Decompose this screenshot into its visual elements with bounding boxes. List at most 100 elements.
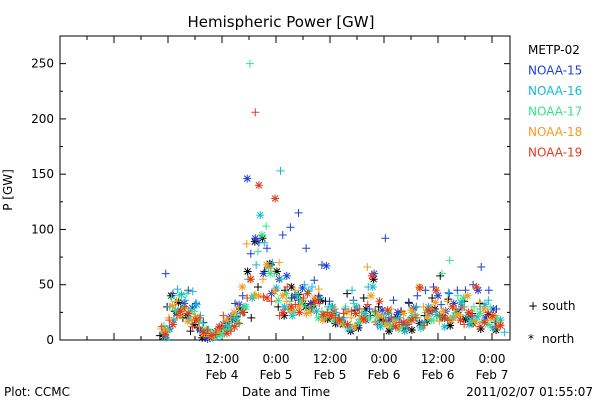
north-point <box>367 271 376 280</box>
south-point <box>300 280 309 289</box>
south-point <box>483 308 492 317</box>
data-points <box>155 59 509 343</box>
x-tick-date-label: Feb 5 <box>260 368 293 382</box>
north-point <box>383 306 392 315</box>
y-axis: 0 50 100 150 200 250 <box>31 57 510 347</box>
north-point <box>473 312 482 321</box>
north-point <box>311 297 320 306</box>
south-point <box>167 293 176 302</box>
north-point <box>432 286 441 295</box>
north-point <box>386 321 395 330</box>
south-point <box>186 327 195 336</box>
south-point <box>260 238 269 247</box>
south-point <box>188 322 197 331</box>
south-point <box>267 264 276 273</box>
south-point <box>294 208 303 217</box>
x-axis-label: Date and Time <box>242 385 330 399</box>
north-point <box>496 316 505 325</box>
north-point <box>350 322 359 331</box>
x-tick-date-label: Feb 6 <box>368 368 401 382</box>
north-point <box>417 319 426 328</box>
north-point <box>327 311 336 320</box>
south-point <box>226 313 235 322</box>
south-point <box>387 313 396 322</box>
north-point <box>319 310 328 319</box>
x-tick-date-label: Feb 5 <box>314 368 347 382</box>
south-point <box>379 317 388 326</box>
north-point <box>198 333 207 342</box>
south-point <box>211 330 220 339</box>
north-point <box>246 275 255 284</box>
south-point <box>317 260 326 269</box>
north-point <box>385 316 394 325</box>
north-point <box>330 316 339 325</box>
south-point <box>268 258 277 267</box>
north-point <box>265 259 274 268</box>
series-noaa-17 <box>159 59 503 340</box>
north-point <box>440 313 449 322</box>
north-point <box>303 289 312 298</box>
north-point <box>274 296 283 305</box>
south-point <box>195 313 204 322</box>
footer-timestamp: 2011/02/07 01:55:07 <box>466 385 593 399</box>
south-point <box>251 108 260 117</box>
legend-entry: NOAA-17 <box>528 105 582 119</box>
north-point <box>456 298 465 307</box>
south-point <box>275 311 284 320</box>
x-tick-time-label: 12:00 <box>421 352 456 366</box>
north-point <box>431 298 440 307</box>
legend-entry: METP-02 <box>528 43 580 57</box>
south-point <box>168 289 177 298</box>
south-point <box>459 302 468 311</box>
north-point <box>399 309 408 318</box>
north-point <box>288 311 297 320</box>
y-tick-label: 150 <box>31 167 54 181</box>
north-point <box>304 287 313 296</box>
y-tick-label: 100 <box>31 222 54 236</box>
south-point <box>267 297 276 306</box>
north-point <box>366 291 375 300</box>
south-point <box>254 247 262 256</box>
south-point <box>308 282 316 291</box>
series-metp-02 <box>155 234 501 342</box>
south-point <box>302 244 311 253</box>
south-point <box>365 305 374 314</box>
south-point <box>492 322 501 331</box>
south-point <box>484 296 493 305</box>
north-point <box>375 311 384 320</box>
north-point <box>424 306 433 315</box>
north-point <box>272 284 281 293</box>
north-point <box>400 327 409 336</box>
plot-frame <box>59 35 511 341</box>
north-point <box>243 174 252 183</box>
south-point <box>325 297 334 306</box>
south-point <box>486 302 495 311</box>
y-tick-label: 0 <box>46 333 54 347</box>
north-point <box>391 318 400 327</box>
north-point <box>230 308 239 317</box>
north-point <box>179 303 188 312</box>
north-point <box>267 289 276 298</box>
north-point <box>469 319 478 328</box>
north-point <box>254 181 263 190</box>
north-point <box>343 320 352 329</box>
north-point <box>342 308 351 317</box>
north-point <box>182 311 191 320</box>
north-point <box>448 313 457 322</box>
north-point <box>475 309 484 318</box>
south-point <box>277 275 286 284</box>
north-point <box>199 328 208 337</box>
north-point <box>488 323 497 332</box>
x-tick-date-label: Feb 4 <box>206 368 239 382</box>
south-point <box>290 286 299 295</box>
x-tick-time-label: 12:00 <box>205 352 240 366</box>
north-point <box>368 282 377 291</box>
south-point <box>363 263 372 272</box>
north-point <box>287 282 296 291</box>
y-tick-label: 50 <box>39 278 54 292</box>
north-point <box>184 309 193 318</box>
south-point <box>349 299 358 308</box>
north-point <box>282 271 291 280</box>
north-point <box>280 311 289 320</box>
south-point <box>235 319 244 328</box>
